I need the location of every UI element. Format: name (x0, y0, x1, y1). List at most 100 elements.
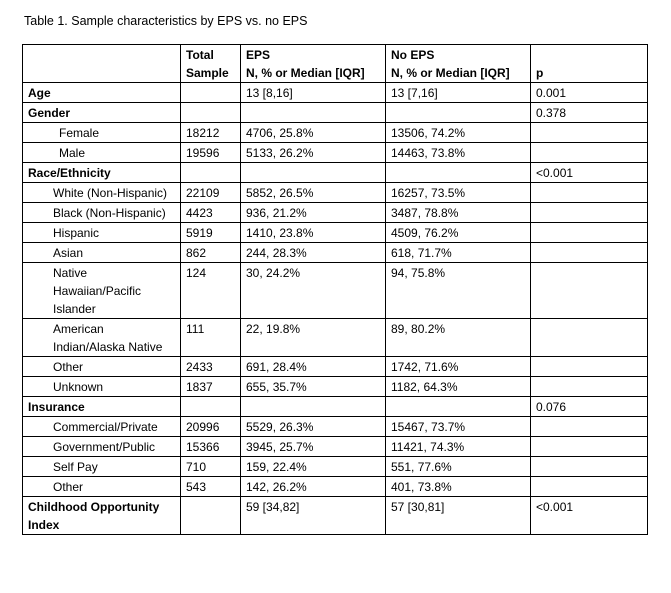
cell: 618, 71.7% (385, 242, 531, 263)
row: Self Pay 710 159, 22.4% 551, 77.6% (22, 456, 648, 477)
row-label: Other (22, 476, 181, 497)
header-cell: p (530, 44, 648, 83)
cell: 94, 75.8% (385, 262, 531, 319)
header-cell: EPS N, % or Median [IQR] (240, 44, 386, 83)
cell: <0.001 (530, 496, 648, 535)
cell (385, 162, 531, 183)
header-cell: No EPS N, % or Median [IQR] (385, 44, 531, 83)
cell: 15366 (180, 436, 241, 457)
section-label: Age (22, 82, 181, 103)
row: Commercial/Private 20996 5529, 26.3% 15467,… (22, 416, 648, 437)
cell: 1182, 64.3% (385, 376, 531, 397)
row-label: Asian (22, 242, 181, 263)
cell: 244, 28.3% (240, 242, 386, 263)
cell (530, 416, 648, 437)
cell: 401, 73.8% (385, 476, 531, 497)
cell: 3487, 78.8% (385, 202, 531, 223)
row: Other 543 142, 26.2% 401, 73.8% (22, 476, 648, 497)
row-label: American Indian/Alaska Native (22, 318, 181, 357)
cell: 4423 (180, 202, 241, 223)
row: Other 2433 691, 28.4% 1742, 71.6% (22, 356, 648, 377)
cell (530, 318, 648, 357)
table: Total Sample EPS N, % or Median [IQR] No EPS… (22, 44, 648, 535)
cell: 5919 (180, 222, 241, 243)
cell (530, 222, 648, 243)
row: Government/Public 15366 3945, 25.7% 11421, … (22, 436, 648, 457)
cell: 13 [7,16] (385, 82, 531, 103)
cell: 655, 35.7% (240, 376, 386, 397)
cell: 22109 (180, 182, 241, 203)
cell: 710 (180, 456, 241, 477)
cell: 936, 21.2% (240, 202, 386, 223)
cell: 0.001 (530, 82, 648, 103)
table-header: Total Sample EPS N, % or Median [IQR] No EPS… (22, 44, 648, 83)
cell: 159, 22.4% (240, 456, 386, 477)
cell: 124 (180, 262, 241, 319)
header-row: Total Sample EPS N, % or Median [IQR] No EPS… (22, 44, 648, 83)
cell: 691, 28.4% (240, 356, 386, 377)
cell (180, 102, 241, 123)
cell: 5852, 26.5% (240, 182, 386, 203)
cell: 13506, 74.2% (385, 122, 531, 143)
section-label: Race/Ethnicity (22, 162, 181, 183)
cell (385, 102, 531, 123)
cell (530, 182, 648, 203)
header-cell: Total Sample (180, 44, 241, 83)
cell (240, 396, 386, 417)
row: Male 19596 5133, 26.2% 14463, 73.8% (22, 142, 648, 163)
row: Black (Non-Hispanic) 4423 936, 21.2% 3487, … (22, 202, 648, 223)
cell: 1837 (180, 376, 241, 397)
row-label: Black (Non-Hispanic) (22, 202, 181, 223)
cell: 57 [30,81] (385, 496, 531, 535)
row-label: Other (22, 356, 181, 377)
section-row: Age 13 [8,16] 13 [7,16] 0.001 (22, 82, 648, 103)
cell (530, 262, 648, 319)
row: Unknown 1837 655, 35.7% 1182, 64.3% (22, 376, 648, 397)
cell: 30, 24.2% (240, 262, 386, 319)
cell: 4706, 25.8% (240, 122, 386, 143)
cell (180, 162, 241, 183)
row: Female 18212 4706, 25.8% 13506, 74.2% (22, 122, 648, 143)
row-label: Native Hawaiian/Pacific Islander (22, 262, 181, 319)
cell (180, 496, 241, 535)
cell (240, 102, 386, 123)
cell: 1742, 71.6% (385, 356, 531, 377)
cell: 1410, 23.8% (240, 222, 386, 243)
cell: 0.076 (530, 396, 648, 417)
cell (530, 242, 648, 263)
row: American Indian/Alaska Native 111 22, 19.8… (22, 318, 648, 357)
cell (530, 436, 648, 457)
cell: 862 (180, 242, 241, 263)
cell (530, 356, 648, 377)
row-label: Unknown (22, 376, 181, 397)
cell: <0.001 (530, 162, 648, 183)
cell (530, 142, 648, 163)
cell (385, 396, 531, 417)
section-row: Gender 0.378 (22, 102, 648, 123)
section-label: Insurance (22, 396, 181, 417)
cell: 4509, 76.2% (385, 222, 531, 243)
cell: 19596 (180, 142, 241, 163)
cell: 20996 (180, 416, 241, 437)
cell: 18212 (180, 122, 241, 143)
section-row: Race/Ethnicity <0.001 (22, 162, 648, 183)
header-line: N, % or Median [IQR] (391, 66, 510, 80)
section-row: Insurance 0.076 (22, 396, 648, 417)
cell (530, 476, 648, 497)
header-line: No EPS (391, 48, 435, 62)
cell: 13 [8,16] (240, 82, 386, 103)
cell: 3945, 25.7% (240, 436, 386, 457)
cell (180, 396, 241, 417)
cell: 16257, 73.5% (385, 182, 531, 203)
cell (530, 202, 648, 223)
cell: 14463, 73.8% (385, 142, 531, 163)
cell (530, 376, 648, 397)
row: Asian 862 244, 28.3% 618, 71.7% (22, 242, 648, 263)
header-line: EPS (246, 48, 271, 62)
cell: 142, 26.2% (240, 476, 386, 497)
row-label: Self Pay (22, 456, 181, 477)
cell: 15467, 73.7% (385, 416, 531, 437)
row-label: Female (22, 122, 181, 143)
row-label: Commercial/Private (22, 416, 181, 437)
